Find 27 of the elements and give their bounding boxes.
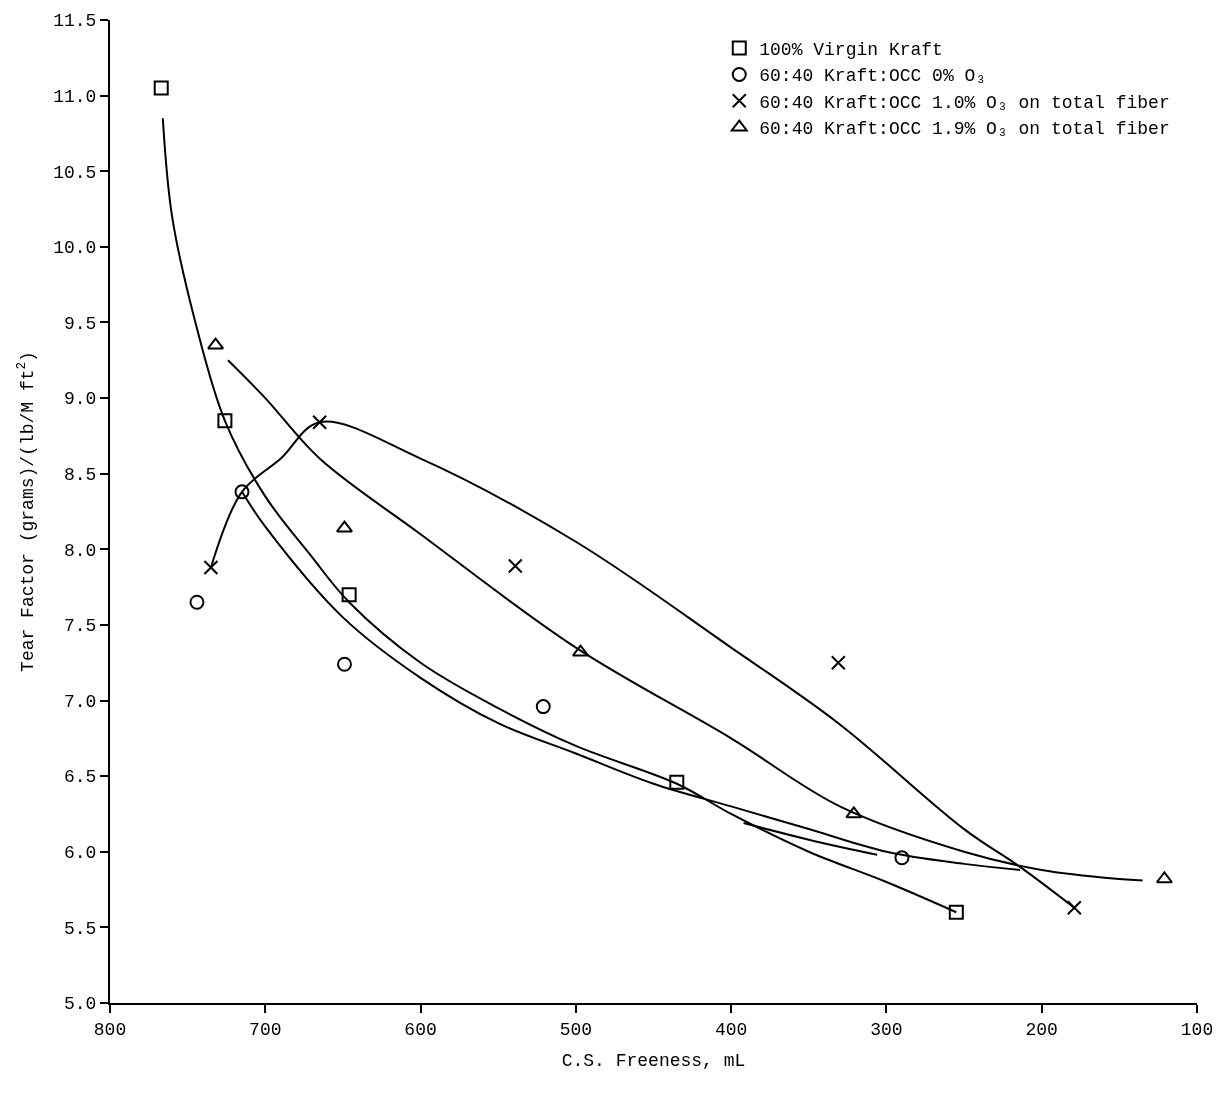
x-tick-label: 500 (559, 1019, 593, 1040)
y-tick-label: 7.0 (63, 691, 97, 712)
y-tick-label: 6.0 (63, 843, 97, 864)
x-axis-title: C.S. Freeness, mL (561, 1051, 746, 1072)
y-tick-label: 10.5 (53, 162, 97, 183)
legend-label: 100% Virgin Kraft (759, 40, 943, 61)
x-tick-label: 800 (93, 1019, 127, 1040)
y-tick-label: 9.0 (63, 389, 97, 410)
y-tick-label: 5.0 (63, 994, 97, 1015)
x-tick-label: 600 (404, 1019, 437, 1040)
x-tick-label: 300 (870, 1019, 903, 1040)
x-tick-label: 100 (1180, 1019, 1214, 1040)
legend-label: 60:40 Kraft:OCC 0% O₃ (759, 66, 987, 87)
y-tick-label: 6.5 (63, 767, 97, 788)
y-tick-label: 8.5 (63, 464, 97, 485)
y-tick-label: 11.5 (53, 11, 97, 32)
legend-label: 60:40 Kraft:OCC 1.0% O₃ on total fiber (759, 92, 1170, 113)
y-tick-label: 11.0 (53, 86, 97, 107)
x-tick-label: 700 (249, 1019, 282, 1040)
y-tick-label: 10.0 (53, 238, 97, 259)
legend-label: 60:40 Kraft:OCC 1.9% O₃ on total fiber (759, 119, 1170, 140)
x-tick-label: 200 (1025, 1019, 1058, 1040)
y-tick-label: 9.5 (63, 313, 97, 334)
y-tick-label: 5.5 (63, 918, 97, 939)
y-tick-label: 7.5 (63, 616, 97, 637)
y-tick-label: 8.0 (63, 540, 97, 561)
x-tick-label: 400 (714, 1019, 748, 1040)
